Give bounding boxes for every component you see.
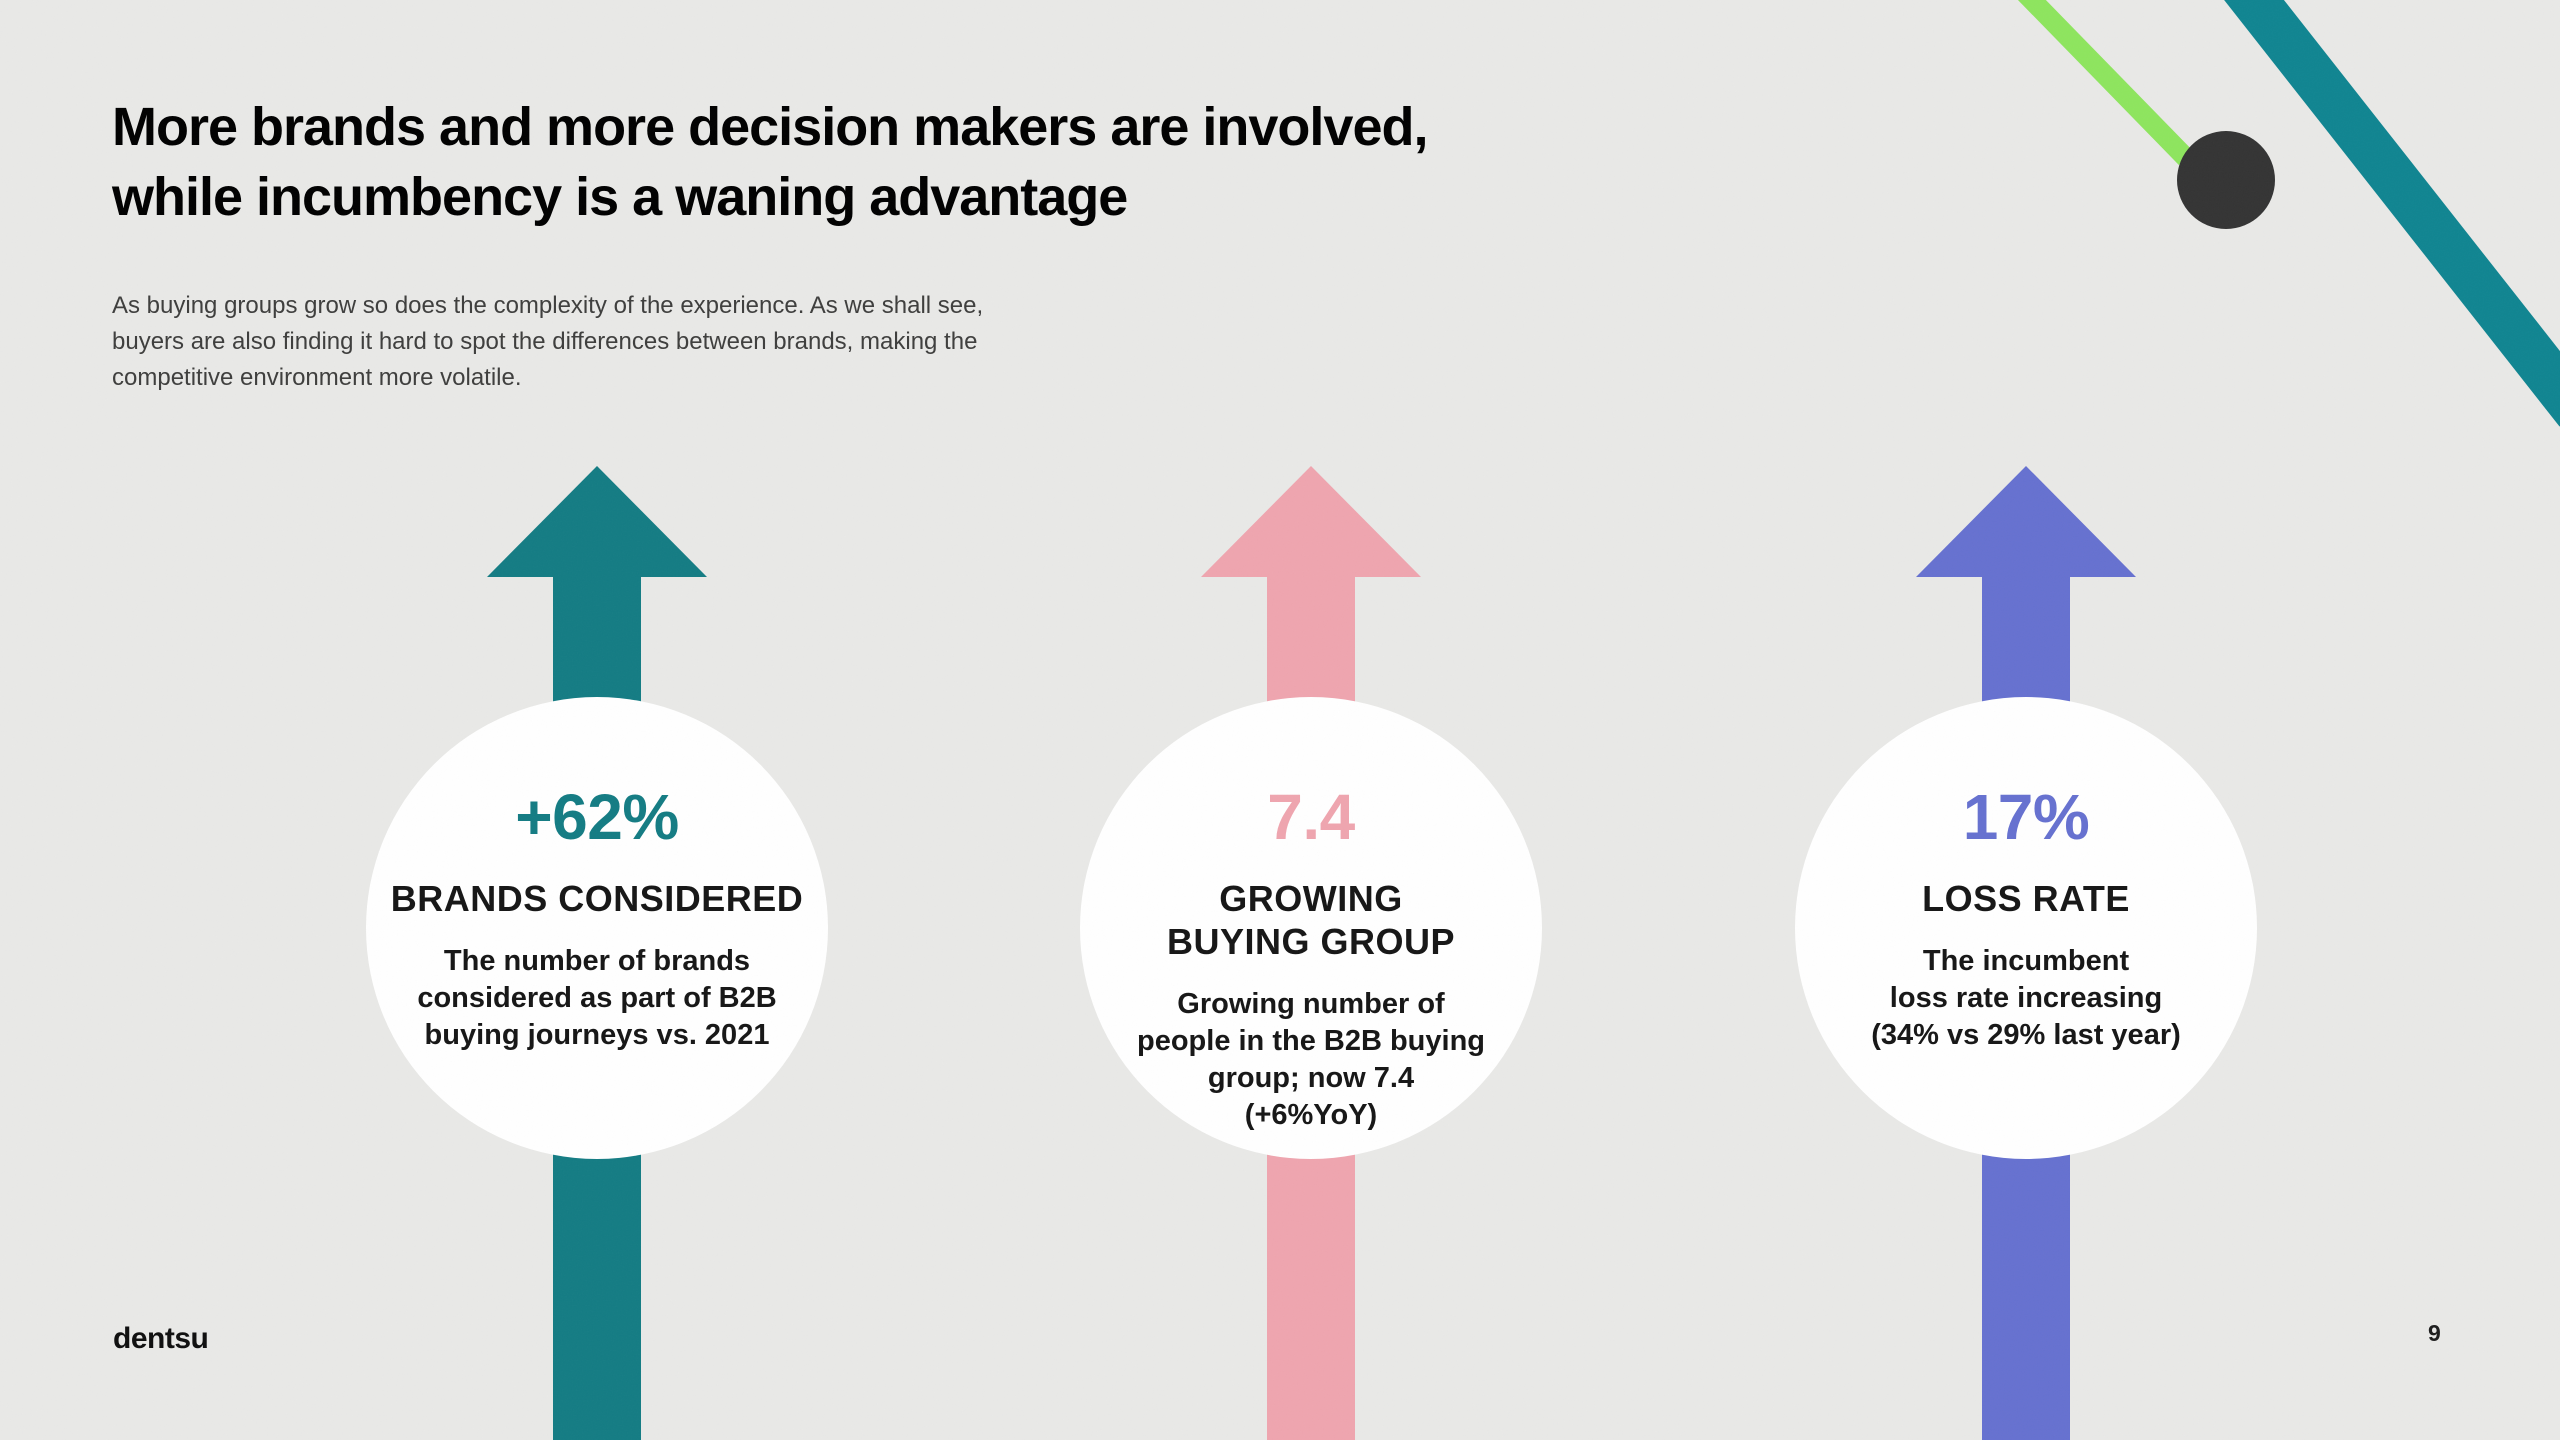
stat-heading-line: GROWING xyxy=(1219,878,1403,919)
dentsu-logo: dentsu xyxy=(113,1322,209,1355)
stat-heading-line: LOSS RATE xyxy=(1922,878,2130,919)
stat-description: The incumbent loss rate increasing (34% … xyxy=(1871,943,2181,1054)
intro-line-1: As buying groups grow so does the comple… xyxy=(112,292,984,319)
intro-line-2: buyers are also finding it hard to spot … xyxy=(112,328,978,355)
stat-circle: 17% LOSS RATE The incumbent loss rate in… xyxy=(1795,697,2257,1159)
up-arrow-head-icon xyxy=(1201,466,1421,577)
up-arrow-head-icon xyxy=(1916,466,2136,577)
stat-description-line: (34% vs 29% last year) xyxy=(1871,1019,2181,1051)
stat-circle: 7.4 GROWING BUYING GROUP Growing number … xyxy=(1080,697,1542,1159)
stat-heading-line: BRANDS CONSIDERED xyxy=(390,878,804,919)
stat-heading: GROWING BUYING GROUP xyxy=(1167,877,1455,963)
stat-description-line: group; now 7.4 xyxy=(1207,1062,1415,1094)
up-arrow-head-icon xyxy=(487,466,707,577)
stat-heading: LOSS RATE xyxy=(1922,877,2130,920)
stat-value: +62% xyxy=(515,781,679,853)
stat-description: Growing number of people in the B2B buyi… xyxy=(1137,986,1485,1134)
stat-description-line: The incumbent xyxy=(1922,945,2130,977)
stat-description-line: The number of brands xyxy=(443,945,751,977)
stat-description-line: considered as part of B2B xyxy=(417,982,777,1014)
stat-description-line: Growing number of xyxy=(1177,988,1445,1020)
stat-description: The number of brands considered as part … xyxy=(417,943,776,1054)
page-number: 9 xyxy=(2428,1320,2441,1346)
stat-circle: +62% BRANDS CONSIDERED The number of bra… xyxy=(366,697,828,1159)
intro-line-3: competitive environment more volatile. xyxy=(112,364,522,391)
stat-description-line: people in the B2B buying xyxy=(1136,1025,1485,1057)
stat-loss-rate: 17% LOSS RATE The incumbent loss rate in… xyxy=(1795,0,2257,1440)
stat-heading: BRANDS CONSIDERED xyxy=(391,877,804,920)
stat-value: 7.4 xyxy=(1267,781,1355,853)
teal-diagonal-band xyxy=(2224,0,2560,427)
stat-description-line: buying journeys vs. 2021 xyxy=(424,1019,770,1051)
stat-description-line: loss rate increasing xyxy=(1889,982,2163,1014)
stat-value: 17% xyxy=(1962,781,2090,853)
intro-paragraph: As buying groups grow so does the comple… xyxy=(112,288,983,396)
slide-title-line-1: More brands and more decision makers are… xyxy=(112,97,1428,157)
slide-title-line-2: while incumbency is a waning advantage xyxy=(112,167,1128,227)
stat-description-line: (+6%YoY) xyxy=(1244,1099,1378,1131)
slide-title: More brands and more decision makers are… xyxy=(112,92,1428,232)
stat-heading-line: BUYING GROUP xyxy=(1166,921,1456,962)
